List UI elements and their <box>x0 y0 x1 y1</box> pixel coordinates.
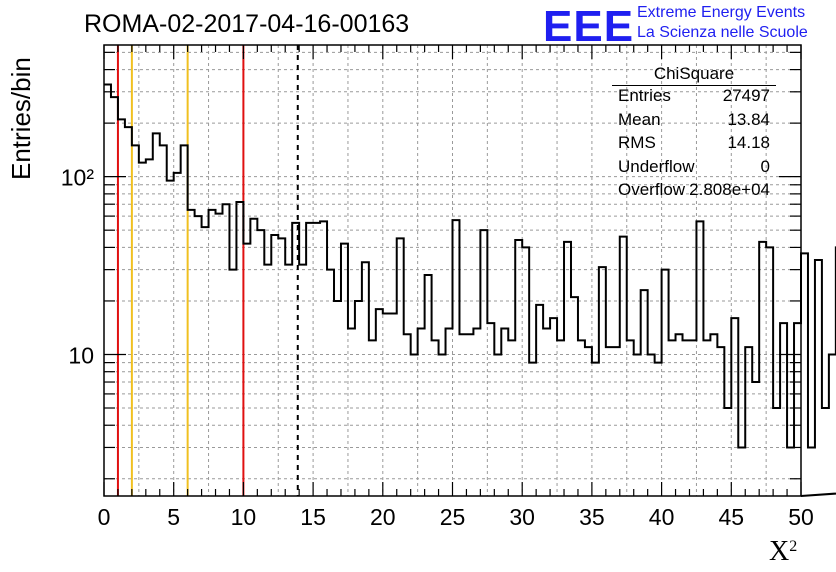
stats-row: Mean 13.84 <box>610 110 780 134</box>
stats-key: RMS <box>618 133 656 152</box>
x-tick-label: 5 <box>167 504 180 530</box>
x-tick-label: 35 <box>579 504 605 530</box>
stats-row: Underflow 0 <box>610 157 780 181</box>
stats-key: Overflow <box>618 180 686 199</box>
chart-title: ROMA-02-2017-04-16-00163 <box>84 10 410 38</box>
x-tick-label: 50 <box>788 504 814 530</box>
logo-caption-line2: La Scienza nelle Scuole <box>637 24 808 41</box>
tick-labels: 0 5 10 15 20 25 30 35 40 45 50 10 10² <box>61 165 814 530</box>
x-tick-label: 45 <box>719 504 745 530</box>
x-tick-label: 10 <box>231 504 257 530</box>
marker-lines <box>116 45 299 496</box>
logo-caption-line1: Extreme Energy Events <box>637 4 806 21</box>
stats-row: RMS 14.18 <box>610 133 780 157</box>
y-tick-label: 10 <box>68 342 94 368</box>
axis-ticks <box>103 45 802 496</box>
x-axis-label: X2 <box>769 536 798 567</box>
stats-key: Mean <box>618 109 661 129</box>
x-tick-label: 40 <box>649 504 675 530</box>
x-tick-label: 0 <box>98 504 111 530</box>
stats-title: ChiSquare <box>612 64 776 86</box>
stats-value: 27497 <box>722 86 770 105</box>
y-axis-label: Entries/bin <box>6 57 36 180</box>
eee-logo: EEE <box>543 2 635 51</box>
stats-key: Entries <box>618 86 671 105</box>
x-tick-label: 15 <box>300 504 326 530</box>
x-tick-label: 30 <box>509 504 535 530</box>
x-tick-label: 25 <box>440 504 466 530</box>
stats-key: Underflow <box>618 156 695 176</box>
x-tick-label: 20 <box>370 504 396 530</box>
y-tick-label: 10² <box>61 165 95 191</box>
stats-row: Entries 27497 <box>610 86 780 110</box>
stats-value: 14.18 <box>727 133 770 152</box>
stats-value: 13.84 <box>727 109 770 129</box>
stats-row: Overflow 2.808e+04 <box>610 180 780 204</box>
stats-box: ChiSquare Entries 27497 Mean 13.84 RMS 14.1… <box>610 64 780 204</box>
grid-lines <box>104 45 801 496</box>
stats-value: 2.808e+04 <box>689 180 770 199</box>
stats-value: 0 <box>760 156 770 176</box>
